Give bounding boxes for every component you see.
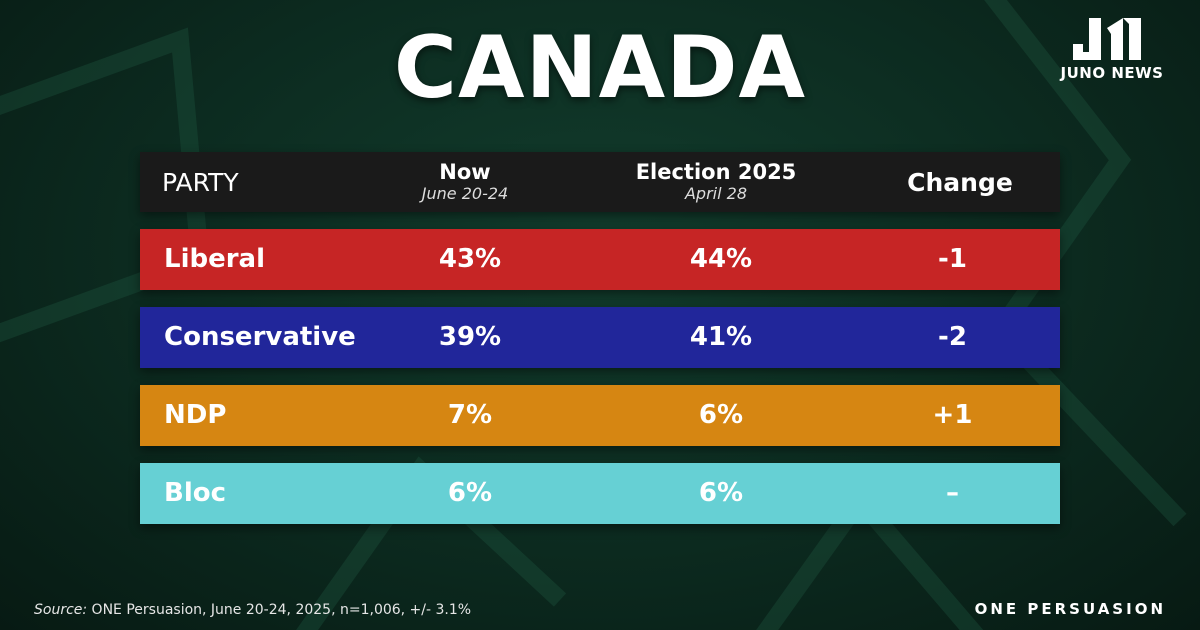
juno-news-logo: JUNO NEWS: [1052, 14, 1172, 82]
now-value: 39%: [438, 322, 502, 352]
change-value: –: [946, 478, 959, 508]
header-now-label: Now: [439, 160, 491, 184]
party-name: Bloc: [164, 478, 227, 508]
table-row-ndp: NDP 7% 6% +1: [140, 385, 1060, 446]
source-label: Source:: [34, 602, 88, 618]
page-title: CANADA: [393, 18, 807, 118]
header-party: PARTY: [162, 167, 239, 197]
logo-text: JUNO NEWS: [1060, 64, 1164, 82]
header-election-date: April 28: [684, 184, 747, 203]
poll-table: PARTY Now June 20-24 Election 2025 April…: [140, 152, 1060, 524]
now-value: 6%: [447, 478, 493, 508]
election-value: 41%: [689, 322, 753, 352]
juno-logo-icon: [1073, 18, 1141, 60]
party-name: Conservative: [164, 322, 356, 352]
brand-wordmark: ONE PERSUASION: [974, 600, 1166, 618]
now-value: 43%: [438, 244, 502, 274]
header-election: Election 2025 April 28: [616, 152, 816, 212]
change-value: -1: [938, 244, 967, 274]
table-row-bloc: Bloc 6% 6% –: [140, 463, 1060, 524]
party-name: NDP: [164, 400, 227, 430]
election-value: 6%: [698, 400, 744, 430]
party-name: Liberal: [164, 244, 266, 274]
change-value: +1: [932, 400, 973, 430]
table-row-conservative: Conservative 39% 41% -2: [140, 307, 1060, 368]
now-value: 7%: [447, 400, 493, 430]
table-header: PARTY Now June 20-24 Election 2025 April…: [140, 152, 1060, 212]
source-text: ONE Persuasion, June 20-24, 2025, n=1,00…: [87, 602, 472, 618]
table-row-liberal: Liberal 43% 44% -1: [140, 229, 1060, 290]
header-election-label: Election 2025: [635, 160, 797, 184]
header-change: Change: [907, 167, 1013, 197]
election-value: 44%: [689, 244, 753, 274]
header-now-date: June 20-24: [421, 184, 509, 203]
header-now: Now June 20-24: [390, 152, 540, 212]
source-note: Source: ONE Persuasion, June 20-24, 2025…: [34, 602, 471, 618]
change-value: -2: [938, 322, 967, 352]
election-value: 6%: [698, 478, 744, 508]
